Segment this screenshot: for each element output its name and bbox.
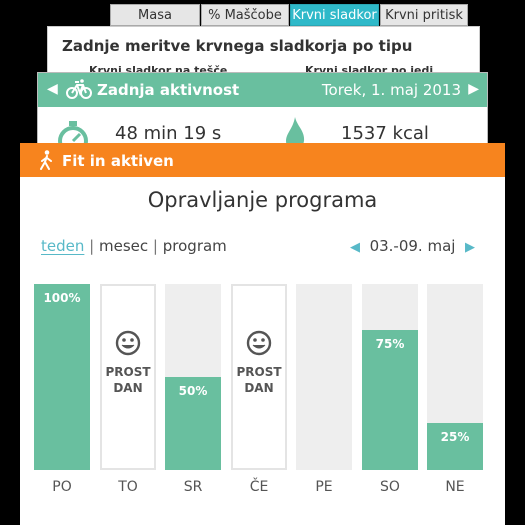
rest-day-label: PROST DAN	[102, 364, 154, 396]
day-progress-bar[interactable]	[296, 284, 352, 470]
prev-arrow-icon[interactable]: ◀	[47, 81, 58, 97]
rest-day-label-line: PROST	[105, 365, 151, 379]
day-progress-bar[interactable]: 100%	[34, 284, 90, 470]
activity-energy: 1537 kcal	[341, 123, 429, 144]
progress-percent-label: 25%	[440, 430, 470, 444]
period-program-link[interactable]: program	[162, 237, 227, 255]
weekday-label: SR	[183, 479, 203, 495]
weekday-label: ČE	[249, 479, 269, 495]
rest-day-label: PROST DAN	[233, 364, 285, 396]
tab-blood-sugar[interactable]: Krvni sladkor	[290, 4, 379, 26]
rest-day-bar[interactable]: PROST DAN	[100, 284, 156, 470]
progress-fill	[34, 284, 90, 470]
fit-active-title: Fit in aktiven	[62, 152, 174, 170]
stopwatch-icon	[58, 121, 88, 151]
week-selector: ◀ 03.-09. maj ▶	[350, 237, 475, 255]
activity-date: Torek, 1. maj 2013	[321, 81, 461, 99]
progress-fill	[362, 330, 418, 470]
day-progress-bar[interactable]: 50%	[165, 284, 221, 470]
smiley-icon	[246, 330, 272, 356]
period-nav: teden | mesec | program	[41, 237, 227, 255]
next-week-icon[interactable]: ▶	[465, 240, 475, 255]
tab-masa[interactable]: Masa	[110, 4, 200, 26]
page-title: Opravljanje programa	[147, 188, 378, 212]
weekday-labels: PO TO SR ČE PE SO NE	[34, 479, 497, 499]
day-progress-bar[interactable]: 75%	[362, 284, 418, 470]
weekday-label: PO	[52, 479, 72, 495]
nav-separator: |	[89, 237, 95, 255]
week-range: 03.-09. maj	[369, 237, 456, 255]
prev-week-icon[interactable]: ◀	[350, 240, 361, 255]
rest-day-label-line: PROST	[236, 365, 282, 379]
tab-blood-pressure[interactable]: Krvni pritisk	[380, 4, 468, 26]
progress-percent-label: 100%	[43, 291, 81, 305]
progress-fill	[165, 377, 221, 470]
weekday-label: SO	[380, 479, 400, 495]
activity-header: ◀ Zadnja aktivnost Torek, 1. maj 2013 ▶	[38, 73, 487, 107]
weekday-label: PE	[315, 479, 333, 495]
progress-percent-label: 75%	[375, 337, 405, 351]
next-arrow-icon[interactable]: ▶	[468, 81, 479, 97]
tab-bar: Masa % Maščobe Krvni sladkor Krvni priti…	[110, 4, 469, 26]
flame-icon	[286, 117, 305, 151]
program-bar-chart: 100% PROST DAN 50% PROST DAN 75% 25%	[34, 284, 497, 470]
rest-day-label-line: DAN	[113, 381, 143, 395]
weekday-label: NE	[445, 479, 465, 495]
bicycle-icon	[66, 79, 92, 99]
period-month-link[interactable]: mesec	[99, 237, 149, 255]
rest-day-bar[interactable]: PROST DAN	[231, 284, 287, 470]
fit-active-card: Fit in aktiven Opravljanje programa tede…	[20, 143, 505, 525]
rest-day-label-line: DAN	[244, 381, 274, 395]
progress-percent-label: 50%	[178, 384, 208, 398]
nav-separator: |	[152, 237, 158, 255]
progress-fill	[427, 423, 483, 470]
blood-sugar-title: Zadnje meritve krvnega sladkorja po tipu	[62, 37, 413, 55]
smiley-icon	[115, 330, 141, 356]
walking-person-icon	[40, 150, 52, 170]
fit-active-header: Fit in aktiven	[20, 143, 505, 177]
day-progress-bar[interactable]: 25%	[427, 284, 483, 470]
tab-body-fat[interactable]: % Maščobe	[201, 4, 289, 26]
activity-duration: 48 min 19 s	[115, 123, 222, 144]
period-week-link[interactable]: teden	[41, 237, 85, 255]
weekday-label: TO	[118, 479, 138, 495]
last-activity-card: ◀ Zadnja aktivnost Torek, 1. maj 2013 ▶ …	[37, 72, 488, 152]
activity-title: Zadnja aktivnost	[97, 81, 240, 99]
